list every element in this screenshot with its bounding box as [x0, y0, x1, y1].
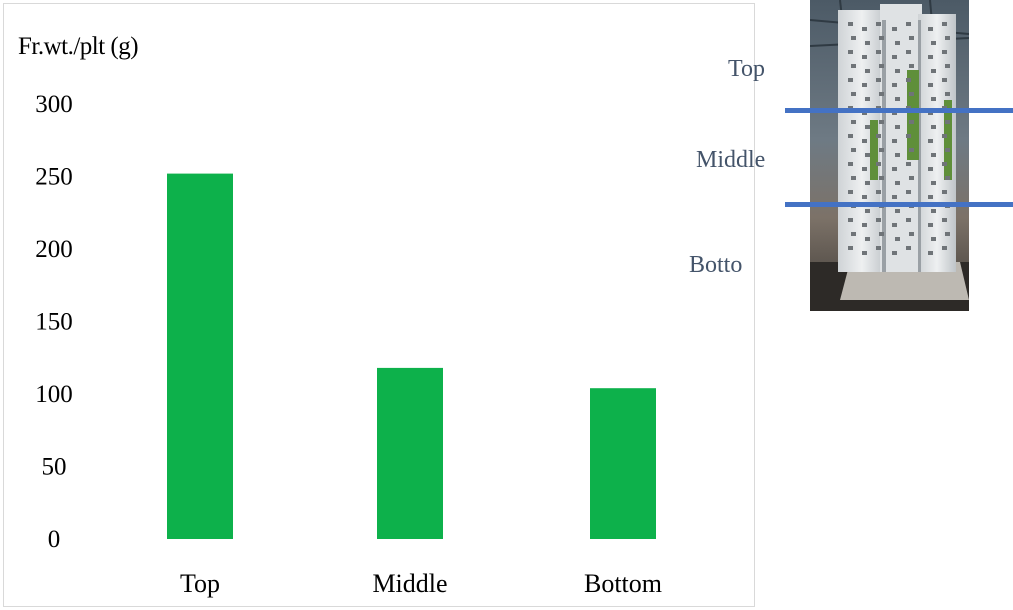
y-tick-label: 0 — [48, 526, 61, 553]
tower-photo — [810, 0, 969, 311]
y-tick-label: 300 — [35, 91, 73, 118]
x-category-label: Bottom — [584, 569, 662, 598]
bar-top — [167, 173, 233, 539]
x-category-label: Top — [180, 569, 220, 598]
y-tick-label: 50 — [42, 454, 67, 481]
divider-top-middle — [785, 108, 1013, 113]
bar-bottom — [590, 388, 656, 539]
y-tick-label: 200 — [35, 236, 73, 263]
bars — [167, 173, 656, 539]
y-tick-label: 100 — [35, 381, 73, 408]
grow-tower-image — [810, 0, 969, 311]
y-tick-label: 150 — [35, 309, 73, 336]
bar-chart: Fr.wt./plt (g) 0 50 100 150 200 250 300 Top Mid… — [18, 33, 662, 598]
bar-chart-panel: Fr.wt./plt (g) 0 50 100 150 200 250 300 Top Mid… — [3, 3, 755, 607]
label-top: Top — [728, 56, 765, 82]
y-axis-label: Fr.wt./plt (g) — [18, 33, 138, 60]
x-axis-categories: Top Middle Bottom — [180, 569, 662, 598]
label-bottom: Botto — [689, 252, 743, 278]
bar-middle — [377, 367, 443, 539]
label-middle: Middle — [696, 147, 766, 173]
y-tick-label: 250 — [35, 164, 73, 191]
y-axis-ticks: 0 50 100 150 200 250 300 — [35, 91, 73, 553]
divider-middle-bottom — [785, 202, 1013, 207]
x-category-label: Middle — [372, 569, 447, 598]
